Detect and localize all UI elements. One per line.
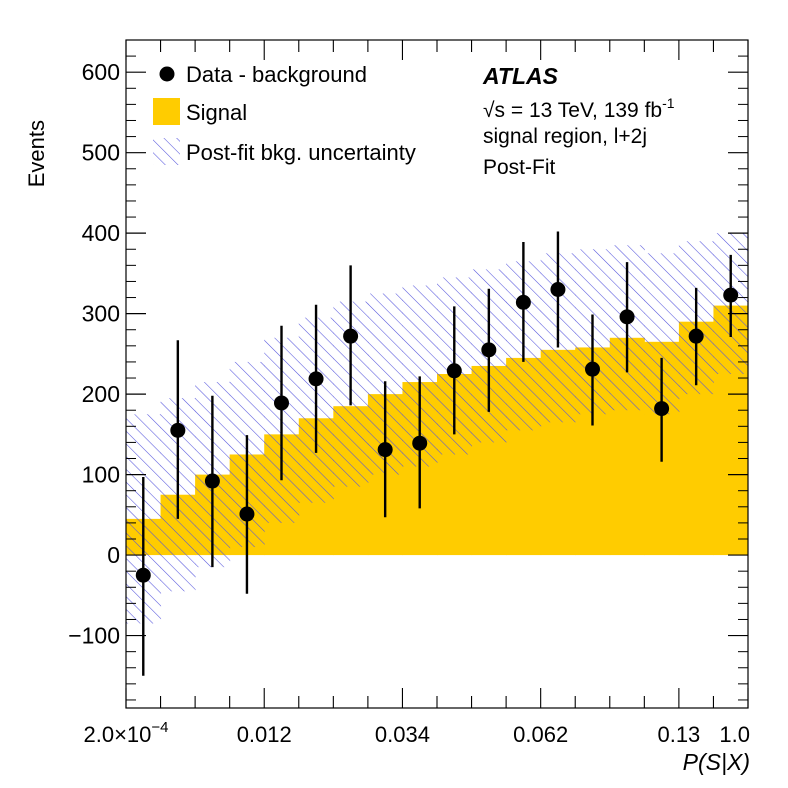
- x-tick-label: 0.012: [237, 722, 292, 747]
- legend-signal-label: Signal: [186, 100, 247, 125]
- data-point: [412, 435, 428, 451]
- data-point: [550, 281, 566, 297]
- annotations: ATLAS √s = 13 TeV, 139 fb-1 signal regio…: [482, 63, 675, 179]
- data-point: [377, 442, 393, 458]
- y-tick-label: 200: [82, 381, 120, 407]
- data-point: [239, 506, 255, 522]
- y-tick-label: 600: [82, 59, 120, 85]
- x-tick-label: 2.0×10−4: [83, 719, 168, 747]
- legend-data-label: Data - background: [186, 62, 367, 87]
- data-point: [585, 361, 600, 377]
- data-point: [308, 371, 324, 387]
- y-tick-label: 0: [107, 542, 120, 568]
- y-tick-label: −100: [68, 623, 120, 649]
- data-point: [274, 395, 289, 411]
- data-point: [723, 287, 739, 303]
- axes-ticks: 600 500 400 300 200 100 0 −100 2.0×10−4 0.012 0.03…: [68, 39, 750, 747]
- x-tick-label: 0.13: [657, 722, 700, 747]
- legend-uncertainty-swatch: [153, 138, 180, 165]
- data-point: [170, 422, 186, 438]
- legend-uncertainty-label: Post-fit bkg. uncertainty: [186, 140, 416, 165]
- data-points: [135, 231, 739, 676]
- data-point: [446, 363, 462, 379]
- data-point: [515, 294, 531, 310]
- data-point: [481, 342, 497, 358]
- y-tick-label: 100: [82, 462, 120, 488]
- data-point: [343, 328, 359, 344]
- data-point: [654, 401, 670, 417]
- y-tick-label: 400: [82, 220, 120, 246]
- legend-data-marker: [159, 66, 175, 82]
- region-label: signal region, l+2j: [483, 125, 647, 148]
- data-point: [135, 567, 151, 583]
- atlas-label: ATLAS: [482, 63, 559, 89]
- data-point: [619, 309, 635, 325]
- x-tick-label: 1.0: [719, 722, 750, 747]
- x-tick-label: 0.034: [375, 722, 430, 747]
- x-tick-label: 0.062: [513, 722, 568, 747]
- x-axis-label: P(S|X): [683, 749, 750, 775]
- y-tick-label: 500: [82, 140, 120, 166]
- legend: Data - background Signal Post-fit bkg. u…: [153, 62, 416, 165]
- fit-label: Post-Fit: [483, 156, 556, 179]
- legend-signal-swatch: [153, 98, 180, 125]
- data-point: [688, 328, 704, 344]
- energy-label: √s = 13 TeV, 139 fb-1: [483, 95, 675, 122]
- y-axis-label: Events: [24, 120, 49, 187]
- y-tick-label: 300: [82, 301, 120, 327]
- data-point: [204, 473, 220, 489]
